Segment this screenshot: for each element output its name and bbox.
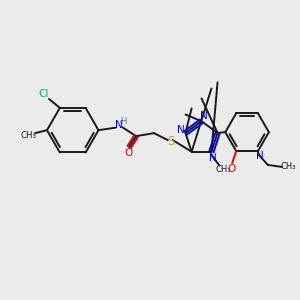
Text: CH₃: CH₃ [281,162,296,171]
Text: O: O [227,164,236,174]
Text: CH₃: CH₃ [216,165,231,174]
Text: N: N [208,153,216,163]
Text: CH₃: CH₃ [20,130,36,140]
Text: S: S [167,135,175,148]
Text: H: H [120,117,126,126]
Text: Cl: Cl [39,89,49,99]
Text: N: N [116,120,123,130]
Text: N: N [200,111,207,121]
Text: N: N [256,151,264,161]
Text: O: O [124,148,132,158]
Text: N: N [177,125,184,135]
